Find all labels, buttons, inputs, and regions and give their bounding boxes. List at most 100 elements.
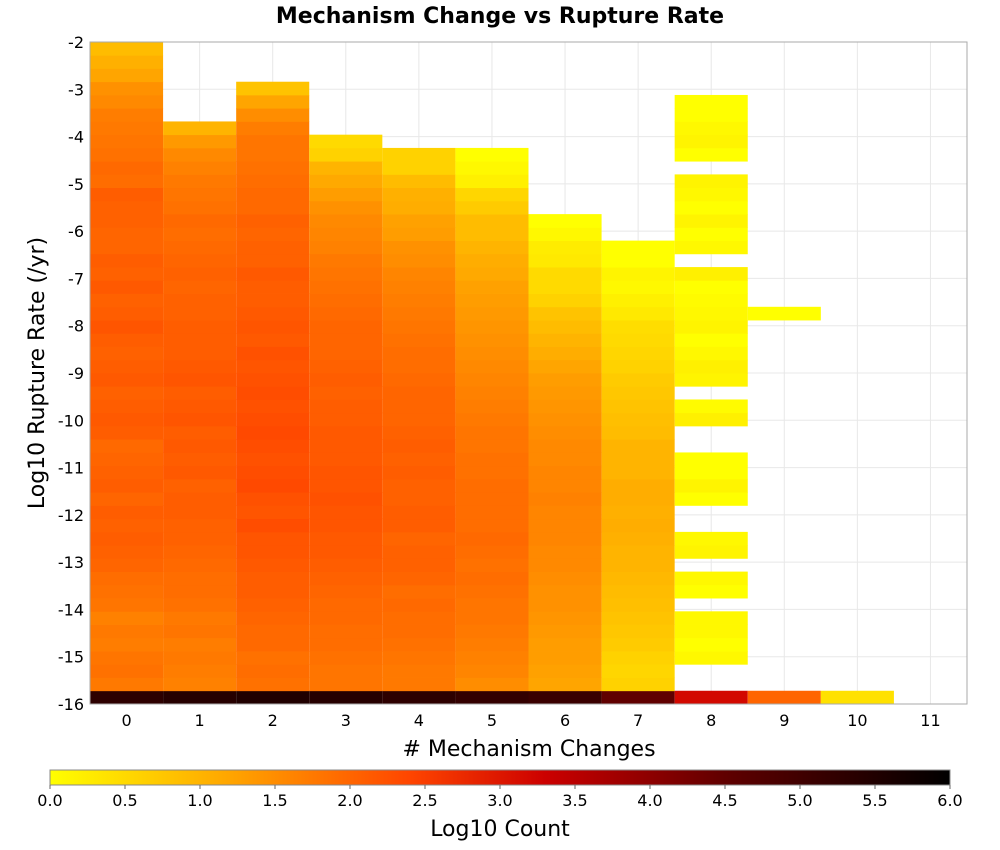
heatmap-cell (675, 148, 748, 162)
heatmap-cell (382, 241, 455, 255)
heatmap-cell (602, 360, 675, 374)
heatmap-cell (236, 333, 309, 347)
heatmap-cell (529, 585, 602, 599)
heatmap-cell (602, 426, 675, 440)
heatmap-cell (529, 373, 602, 387)
y-tick-label: -14 (58, 600, 84, 619)
x-tick-label: 0 (121, 711, 131, 730)
heatmap-cell (455, 664, 528, 678)
heatmap-cell (529, 492, 602, 506)
heatmap-cell (382, 373, 455, 387)
heatmap-cell (455, 399, 528, 413)
y-tick-label: -10 (58, 411, 84, 430)
colorbar (50, 770, 950, 785)
heatmap-cell (382, 360, 455, 374)
heatmap-cell (602, 413, 675, 427)
heatmap-cell (309, 373, 382, 387)
heatmap-cell (90, 519, 163, 533)
heatmap-cell (529, 479, 602, 493)
y-tick-label: -4 (68, 128, 84, 147)
heatmap-cell (675, 267, 748, 281)
heatmap-cell (455, 227, 528, 241)
y-tick-label: -8 (68, 317, 84, 336)
heatmap-cell (529, 426, 602, 440)
heatmap-cell (382, 558, 455, 572)
heatmap-cell (455, 241, 528, 255)
heatmap-cell (455, 479, 528, 493)
heatmap-cell (529, 386, 602, 400)
heatmap-cell (382, 585, 455, 599)
heatmap-cell (382, 174, 455, 188)
heatmap-cell (236, 585, 309, 599)
heatmap-cell (236, 638, 309, 652)
heatmap-cell (529, 254, 602, 268)
heatmap-cell (675, 611, 748, 625)
heatmap-cell (163, 280, 236, 294)
heatmap-cell (309, 519, 382, 533)
colorbar-tick-label: 0.0 (37, 791, 62, 810)
heatmap-cell (602, 267, 675, 281)
heatmap-cell (455, 254, 528, 268)
heatmap-cell (163, 638, 236, 652)
heatmap-cell (529, 466, 602, 480)
heatmap-cell (236, 188, 309, 202)
heatmap-cell (529, 678, 602, 692)
heatmap-cell (90, 572, 163, 586)
heatmap-cell (455, 505, 528, 519)
heatmap-cell (163, 466, 236, 480)
heatmap-cell (236, 479, 309, 493)
heatmap-cell (455, 267, 528, 281)
heatmap-cell (309, 307, 382, 321)
heatmap-cell (382, 625, 455, 639)
heatmap-cell (90, 585, 163, 599)
heatmap-cell (455, 161, 528, 175)
heatmap-cell (236, 241, 309, 255)
y-tick-label: -12 (58, 506, 84, 525)
heatmap-cell (236, 545, 309, 559)
heatmap-cell (309, 664, 382, 678)
heatmap-cell (455, 466, 528, 480)
heatmap-cell (455, 611, 528, 625)
heatmap-cell (602, 678, 675, 692)
chart-title: Mechanism Change vs Rupture Rate (276, 4, 724, 29)
heatmap-cell (455, 386, 528, 400)
heatmap-cell (163, 214, 236, 228)
y-tick-label: -13 (58, 553, 84, 572)
heatmap-cell (309, 201, 382, 215)
colorbar-tick-labels: 0.0 0.5 1.0 1.5 2.0 2.5 3.0 3.5 4.0 4.5 5.0 5.5 6.0 (37, 785, 962, 810)
heatmap-cell (455, 280, 528, 294)
heatmap-cell (675, 572, 748, 586)
heatmap-cell (382, 492, 455, 506)
heatmap-cell (90, 360, 163, 374)
heatmap-cell (382, 214, 455, 228)
heatmap-cell (675, 585, 748, 599)
heatmap-cell (90, 174, 163, 188)
y-axis-label: Log10 Rupture Rate (/yr) (25, 237, 50, 509)
heatmap-cell (455, 413, 528, 427)
x-tick-label: 4 (414, 711, 424, 730)
heatmap-cell (602, 651, 675, 665)
heatmap-cell (236, 174, 309, 188)
heatmap-cell (163, 254, 236, 268)
heatmap-cell (529, 572, 602, 586)
heatmap-cell (529, 519, 602, 533)
heatmap-cell (529, 625, 602, 639)
heatmap-cell (236, 227, 309, 241)
heatmap-cell (236, 611, 309, 625)
heatmap-cell (455, 452, 528, 466)
heatmap-cell (455, 307, 528, 321)
heatmap-cell (309, 479, 382, 493)
heatmap-cell (602, 611, 675, 625)
heatmap-cell (455, 320, 528, 334)
heatmap-cell (382, 307, 455, 321)
heatmap-cell (163, 347, 236, 361)
heatmap-cell (163, 320, 236, 334)
heatmap-cell (675, 214, 748, 228)
heatmap-cell (602, 294, 675, 308)
heatmap-cell (529, 558, 602, 572)
heatmap-cell (455, 439, 528, 453)
heatmap-cell (382, 452, 455, 466)
heatmap-cell (90, 678, 163, 692)
heatmap-cell (236, 558, 309, 572)
heatmap-cell (236, 426, 309, 440)
